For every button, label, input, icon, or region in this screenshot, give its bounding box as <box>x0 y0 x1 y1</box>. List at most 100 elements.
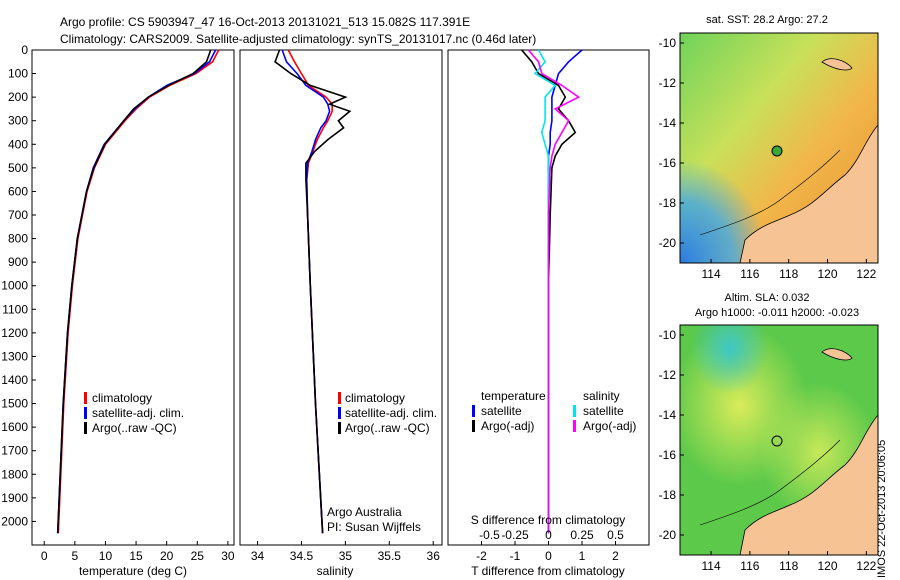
map-y-tick-label: -14 <box>659 408 677 422</box>
s-difference-ticks: -0.5 -0.25 0 0.25 0.5 <box>479 528 624 542</box>
sla-bathymetry-contour <box>699 439 841 526</box>
x-tick-label: 2 <box>612 549 619 563</box>
legend-climatology-label: climatology <box>345 391 405 405</box>
legend-t-argo-swatch <box>472 420 475 432</box>
map-x-tick-label: 118 <box>779 559 798 573</box>
series-line-salinity-argo-adj- <box>527 49 581 534</box>
s-tick-label: -0.5 <box>479 528 500 542</box>
map-x-tick-label: 118 <box>779 267 798 281</box>
legend-satellite-label: satellite-adj. clim. <box>92 406 184 420</box>
map-x-tick-label: 116 <box>740 559 759 573</box>
x-tick-label: 20 <box>160 549 174 563</box>
s-difference-label: S difference from climatology <box>471 513 626 527</box>
map-y-tick-label: -10 <box>659 328 677 342</box>
map-y-tick-label: -18 <box>659 488 677 502</box>
series-line-argo-raw-qc- <box>274 49 352 534</box>
salinity-axes-frame <box>239 49 443 546</box>
temperature-panel: 0100200300400500600700800900100011001200… <box>1 43 235 578</box>
x-tick-label: 5 <box>72 549 79 563</box>
y-tick-label: 2000 <box>1 514 28 528</box>
legend-s-satellite-label: satellite <box>583 404 624 418</box>
legend-climatology-label: climatology <box>92 391 152 405</box>
salinity-series <box>274 49 352 534</box>
s-tick-label: 0 <box>545 528 552 542</box>
sla-map-title: Altim. SLA: 0.032 <box>725 292 810 304</box>
s-tick-label: 0.5 <box>607 528 624 542</box>
map-y-tick-label: -18 <box>659 196 677 210</box>
sst-map-frame <box>679 32 879 264</box>
map-x-tick-label: 120 <box>818 559 838 573</box>
legend-t-argo-label: Argo(-adj) <box>481 419 534 433</box>
figure-title-line2: Climatology: CARS2009. Satellite-adjuste… <box>60 32 536 46</box>
salinity-panel: 34 34.5 35 35.5 36 salinity climatology sate… <box>239 49 443 578</box>
y-tick-label: 1600 <box>1 420 28 434</box>
temperature-axes-frame <box>31 49 235 546</box>
sla-map-panel: Altim. SLA: 0.032 Argo h1000: -0.011 h20… <box>659 292 879 573</box>
argo-australia-label: Argo Australia <box>327 505 402 519</box>
legend-s-satellite-swatch <box>573 405 576 417</box>
legend-argo-label: Argo(..raw -QC) <box>92 421 177 435</box>
temperature-legend: climatology satellite-adj. clim. Argo(..… <box>84 391 184 435</box>
salinity-x-axis: 34 34.5 35 35.5 36 <box>251 541 440 563</box>
map-x-tick-label: 120 <box>818 267 838 281</box>
salinity-legend: climatology satellite-adj. clim. Argo(..… <box>338 391 437 435</box>
x-tick-label: 36 <box>427 549 441 563</box>
map-y-tick-label: -14 <box>659 116 677 130</box>
y-tick-label: 1500 <box>1 397 28 411</box>
sst-argo-float-marker <box>771 145 783 157</box>
sst-coastline <box>739 123 879 264</box>
sla-map-frame <box>679 324 879 556</box>
t-difference-label: T difference from climatology <box>471 564 625 578</box>
map-y-tick-label: -16 <box>659 156 677 170</box>
s-tick-label: -0.25 <box>501 528 529 542</box>
sla-coastline <box>739 413 879 556</box>
x-tick-label: 30 <box>221 549 235 563</box>
y-tick-label: 200 <box>8 90 28 104</box>
legend-s-argo-label: Argo(-adj) <box>583 419 636 433</box>
figure-title-line1: Argo profile: CS 5903947_47 16-Oct-2013 … <box>60 15 470 29</box>
temperature-x-axis: 0 5 10 15 20 25 30 <box>41 541 235 563</box>
sla-map-axes: 114 116 118 120 122 -10 -12 -14 -16 -18 -20 <box>659 328 877 573</box>
legend-t-satellite-label: satellite <box>481 404 522 418</box>
y-tick-label: 1300 <box>1 349 28 363</box>
legend-argo-swatch <box>338 422 341 434</box>
map-x-tick-label: 114 <box>701 559 720 573</box>
temperature-series <box>56 49 220 534</box>
y-tick-label: 900 <box>8 255 28 269</box>
y-tick-label: 100 <box>8 67 28 81</box>
y-tick-label: 1800 <box>1 467 28 481</box>
difference-series <box>521 49 583 534</box>
x-tick-label: 15 <box>129 549 143 563</box>
legend-temperature-header: temperature <box>481 389 546 403</box>
legend-salinity-header: salinity <box>583 389 620 403</box>
legend-satellite-label: satellite-adj. clim. <box>345 406 437 420</box>
x-tick-label: -2 <box>476 549 487 563</box>
y-tick-label: 600 <box>8 184 28 198</box>
map-x-tick-label: 116 <box>740 267 759 281</box>
y-tick-label: 700 <box>8 208 28 222</box>
depth-axis: 0 100 200 300 400 500 600 700 800 900 1000 1100 1200… <box>1 43 36 528</box>
sla-argo-float-marker <box>771 435 783 447</box>
map-y-tick-label: -20 <box>659 236 677 250</box>
legend-argo-label: Argo(..raw -QC) <box>345 421 430 435</box>
sst-map-panel: sat. SST: 28.2 Argo: 27.2 114 116 118 120 12… <box>659 14 879 281</box>
y-tick-label: 1900 <box>1 491 28 505</box>
x-tick-label: 1 <box>579 549 586 563</box>
x-tick-label: 10 <box>99 549 113 563</box>
map-y-tick-label: -10 <box>659 36 677 50</box>
salinity-xlabel: salinity <box>317 564 354 578</box>
y-tick-label: 800 <box>8 232 28 246</box>
x-tick-label: 25 <box>191 549 205 563</box>
temperature-xlabel: temperature (deg C) <box>79 564 187 578</box>
sla-map-subtitle: Argo h1000: -0.011 h2000: -0.023 <box>695 307 859 319</box>
sst-map-title: sat. SST: 28.2 Argo: 27.2 <box>706 14 828 26</box>
x-tick-label: 0 <box>545 549 552 563</box>
difference-x-axis: -2 -1 0 1 2 <box>476 541 619 563</box>
map-y-tick-label: -12 <box>659 368 677 382</box>
sst-map-axes: 114 116 118 120 122 -10 -12 -14 -16 -18 -20 <box>659 36 877 281</box>
map-x-tick-label: 122 <box>856 267 876 281</box>
map-x-tick-label: 122 <box>856 559 876 573</box>
imos-timestamp: IMOS 22-Oct-2013 20:06:05 <box>876 439 888 578</box>
y-tick-label: 1700 <box>1 444 28 458</box>
